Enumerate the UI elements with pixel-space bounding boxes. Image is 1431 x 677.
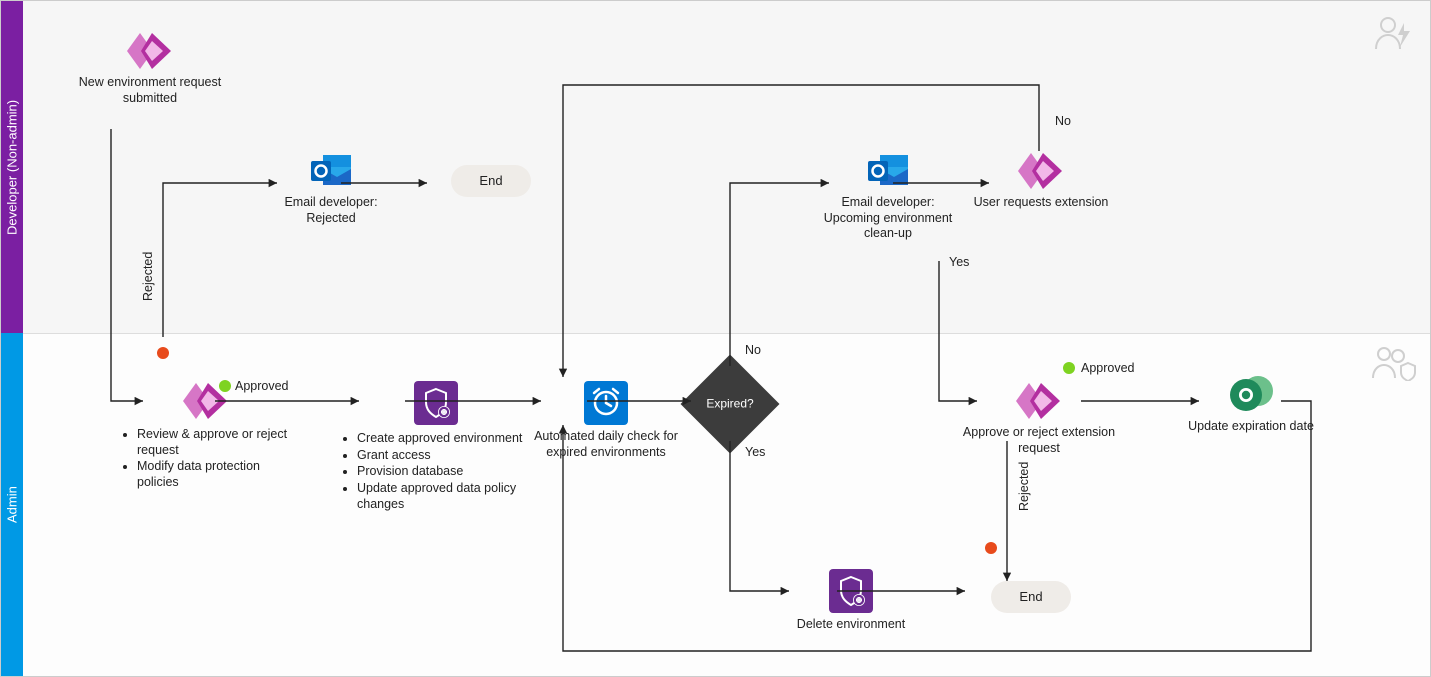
edge-label-rejected_vert: Rejected xyxy=(141,252,155,301)
node-email_cleanup: Email developer: Upcoming environment cl… xyxy=(813,151,963,242)
edge-label-ext_yes: Yes xyxy=(949,255,969,269)
bullet-item: Modify data protection policies xyxy=(137,459,291,490)
node-label: Delete environment xyxy=(771,617,931,633)
outlook-icon xyxy=(261,151,401,191)
powerapps-icon xyxy=(75,31,225,71)
node-user_ext: User requests extension xyxy=(971,151,1111,211)
powerapps-icon xyxy=(959,381,1119,421)
node-end_top: End xyxy=(431,165,551,197)
node-update_exp: Update expiration date xyxy=(1181,371,1321,435)
node-label: Automated daily check for expired enviro… xyxy=(521,429,691,460)
swimlane-body-developer xyxy=(23,1,1430,333)
edge-label-ext_rejected: Rejected xyxy=(1017,462,1031,511)
lane-divider xyxy=(23,333,1430,334)
edge-label-approved_horiz: Approved xyxy=(235,379,289,393)
swimlane-label-admin: Admin xyxy=(1,333,23,677)
powerapps-icon xyxy=(971,151,1111,191)
node-label: Approve or reject extension request xyxy=(959,425,1119,456)
end-pill: End xyxy=(991,581,1070,613)
node-label: Email developer: Upcoming environment cl… xyxy=(813,195,963,242)
node-create_env: Create approved environmentGrant accessP… xyxy=(341,381,531,513)
edge-label-ext_approved: Approved xyxy=(1081,361,1135,375)
swimlane-label-developer: Developer (Non-admin) xyxy=(1,1,23,333)
admin_shield-icon xyxy=(771,569,931,613)
node-end_bottom: End xyxy=(971,581,1091,613)
bullet-item: Review & approve or reject request xyxy=(137,427,291,458)
edge-label-ext_no: No xyxy=(1055,114,1071,128)
lane-icon-developer xyxy=(1374,15,1414,54)
node-delete_env: Delete environment xyxy=(771,569,931,633)
node-label: New environment request submitted xyxy=(75,75,225,106)
status-dot-ext_rejected xyxy=(985,542,997,554)
bullet-item: Create approved environment xyxy=(357,431,531,447)
decision-label: Expired? xyxy=(706,397,753,412)
node-new_request: New environment request submitted xyxy=(75,31,225,106)
status-dot-rejected_vert xyxy=(157,347,169,359)
node-approve_ext: Approve or reject extension request xyxy=(959,381,1119,456)
teams_green-icon xyxy=(1181,371,1321,415)
edge-label-expired_no: No xyxy=(745,343,761,357)
admin_shield-icon xyxy=(341,381,531,425)
end-pill: End xyxy=(451,165,530,197)
node-review: Review & approve or reject requestModify… xyxy=(121,381,291,492)
edge-label-expired_yes: Yes xyxy=(745,445,765,459)
bullet-item: Provision database xyxy=(357,464,531,480)
node-bullets: Review & approve or reject requestModify… xyxy=(121,427,291,491)
outlook-icon xyxy=(813,151,963,191)
node-bullets: Create approved environmentGrant accessP… xyxy=(341,431,531,512)
status-dot-approved_horiz xyxy=(219,380,231,392)
node-email_rejected: Email developer: Rejected xyxy=(261,151,401,226)
node-label: User requests extension xyxy=(971,195,1111,211)
node-label: Update expiration date xyxy=(1181,419,1321,435)
bullet-item: Grant access xyxy=(357,448,531,464)
lane-icon-admin xyxy=(1372,345,1416,384)
bullet-item: Update approved data policy changes xyxy=(357,481,531,512)
automate-icon xyxy=(521,381,691,425)
node-daily_check: Automated daily check for expired enviro… xyxy=(521,381,691,460)
diagram-canvas: Developer (Non-admin)Admin New environme… xyxy=(0,0,1431,677)
status-dot-ext_approved xyxy=(1063,362,1075,374)
node-label: Email developer: Rejected xyxy=(261,195,401,226)
